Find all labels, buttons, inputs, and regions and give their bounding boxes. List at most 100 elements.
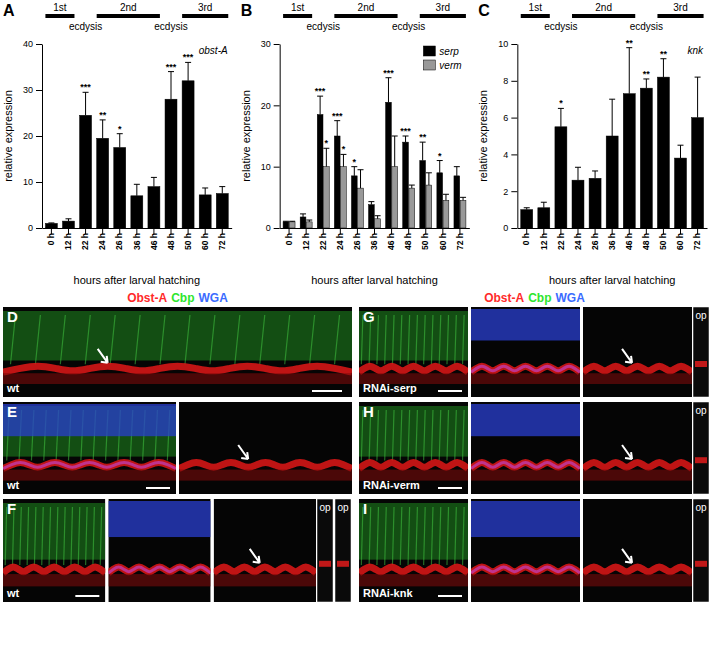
image-background: [108, 499, 210, 602]
significance: ***: [315, 86, 326, 96]
image-view: [359, 402, 468, 494]
x-tick: 46 h: [386, 228, 396, 250]
bar: [80, 115, 92, 228]
y-tick: 0: [503, 223, 517, 233]
significance: **: [99, 110, 107, 120]
green-striation: [285, 315, 290, 364]
x-tick: 46 h: [149, 228, 159, 250]
legend-swatch: [423, 46, 435, 56]
bar: [392, 167, 398, 228]
x-tick-label: 50 h: [658, 233, 668, 250]
stage-bar: [182, 14, 228, 18]
arrow: [622, 549, 632, 563]
y-tick-mark: [274, 105, 280, 106]
error-cap: [678, 145, 684, 146]
image-view: [214, 499, 316, 602]
error-line: [612, 99, 613, 136]
error-bar: [289, 221, 295, 223]
green-striation: [85, 315, 90, 364]
green-striation: [185, 315, 190, 364]
error-line: [388, 78, 389, 103]
x-tick-label: 0 h: [521, 233, 531, 245]
green-striation: [400, 410, 402, 461]
inset-background: [317, 499, 333, 602]
bar: [572, 180, 584, 228]
x-tick: 26 h: [590, 228, 600, 250]
stage-label: 3rd: [436, 2, 450, 13]
bar: [45, 223, 57, 228]
arrow: [622, 349, 632, 363]
y-tick-label: 10: [261, 162, 271, 172]
error-bar: [420, 142, 426, 160]
green-striation: [56, 507, 57, 565]
green-striation: [463, 410, 465, 461]
error-bar: [340, 154, 346, 166]
x-tick-label: 24 h: [335, 233, 345, 250]
error-bar: [368, 202, 374, 205]
chart-title: obst-A: [199, 45, 228, 56]
green-striation: [408, 315, 410, 364]
panel-letter: G: [363, 308, 375, 325]
y-tick-mark: [36, 136, 42, 137]
image-view: [471, 499, 580, 602]
x-tick: 12 h: [63, 228, 73, 250]
magenta-band: [471, 366, 580, 372]
error-line: [456, 167, 457, 176]
bar: [97, 138, 109, 228]
x-tick: 48 h: [641, 228, 651, 250]
x-tick-label: 72 h: [692, 233, 702, 250]
bar: [199, 195, 211, 228]
green-striation: [408, 507, 410, 565]
arrow: [98, 349, 108, 363]
x-tick: 24 h: [97, 228, 107, 250]
x-tick-label: 60 h: [675, 233, 685, 250]
stage-label: 2nd: [595, 2, 612, 13]
chart-B: ******************01020300 h12 h22 h24 h…: [240, 2, 470, 286]
green-striation: [400, 507, 402, 565]
green-striation: [71, 507, 72, 565]
error-line: [646, 79, 647, 88]
plot-marks: [45, 62, 228, 228]
green-channel: [359, 311, 468, 361]
bar: [437, 173, 443, 228]
error-cap: [609, 99, 615, 100]
bar: [555, 127, 567, 228]
y-tick-mark: [511, 118, 517, 119]
green-striation: [416, 315, 418, 364]
significance: *: [342, 144, 346, 154]
image-view: [179, 402, 352, 494]
significance: ***: [80, 82, 91, 92]
significance: **: [419, 132, 427, 142]
significance: *: [559, 98, 563, 108]
bar: [148, 187, 160, 228]
green-striation: [400, 315, 402, 364]
y-tick: 8: [503, 76, 517, 86]
error-line: [119, 134, 120, 148]
x-tick: 36 h: [369, 228, 379, 250]
y-tick: 6: [503, 113, 517, 123]
y-axis: 010203040: [23, 39, 43, 233]
scale-bar: [438, 487, 462, 489]
y-tick-label: 2: [503, 187, 508, 197]
error-line: [320, 96, 321, 114]
x-tick-label: 22 h: [556, 233, 566, 250]
x-tick-label: 60 h: [200, 233, 210, 250]
error-bar: [626, 48, 632, 94]
error-bar: [524, 208, 530, 210]
y-tick: 10: [261, 162, 280, 172]
image-background: [3, 402, 176, 494]
inset-background: [335, 499, 351, 602]
condition-label: wt: [6, 587, 20, 599]
stage-bar: [97, 14, 160, 18]
green-striation: [439, 507, 441, 565]
error-cap: [592, 170, 598, 171]
error-cap: [48, 222, 54, 223]
red-band: [3, 463, 176, 469]
y-tick-mark: [511, 228, 517, 229]
magenta-band: [3, 463, 176, 469]
image-view: [583, 402, 692, 494]
figure: ************0102030400 h12 h22 h24 h26 h…: [0, 0, 713, 664]
bar: [454, 176, 460, 228]
channel-name: WGA: [556, 291, 586, 305]
x-tick: 12 h: [539, 228, 549, 250]
